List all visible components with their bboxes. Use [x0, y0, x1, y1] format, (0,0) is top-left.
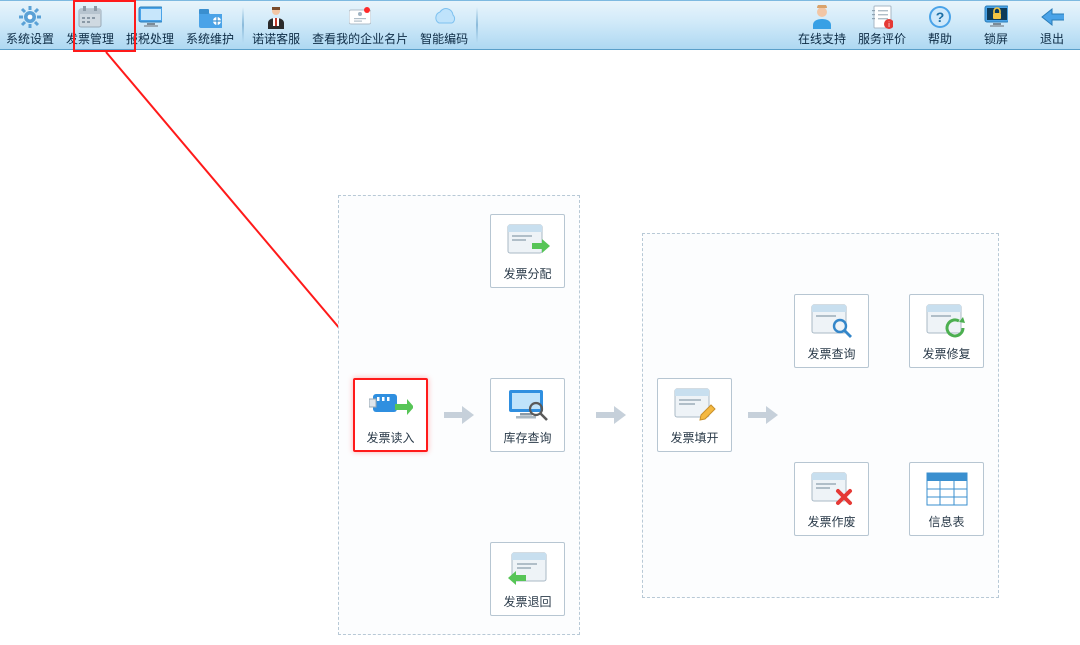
tb-service[interactable]: 诺诺客服	[246, 1, 306, 49]
screen-search-icon	[505, 385, 551, 425]
arrow-icon	[594, 402, 628, 428]
tb-label: 报税处理	[126, 30, 174, 47]
tb-invoice-mgmt[interactable]: 发票管理	[60, 1, 120, 49]
person-icon	[264, 5, 288, 29]
tb-label: 帮助	[928, 30, 952, 47]
node-label: 库存查询	[503, 429, 551, 446]
tb-lock[interactable]: 锁屏	[968, 1, 1024, 49]
node-label: 发票查询	[807, 345, 855, 362]
toolbar-group-2: 在线支持 i 服务评价 ? 帮助 锁屏 退出	[792, 1, 1080, 49]
notebook-icon: i	[870, 5, 894, 29]
doc-refresh-icon	[924, 301, 970, 341]
arrow-icon	[746, 402, 780, 428]
tb-exit[interactable]: 退出	[1024, 1, 1080, 49]
tb-rating[interactable]: i 服务评价	[852, 1, 912, 49]
node-label: 发票修复	[922, 345, 970, 362]
toolbar-sep	[242, 5, 244, 45]
idcard-icon	[348, 5, 372, 29]
node-invoice-return[interactable]: 发票退回	[490, 542, 565, 616]
node-invoice-fill[interactable]: 发票填开	[657, 378, 732, 452]
node-stock-query[interactable]: 库存查询	[490, 378, 565, 452]
node-invoice-dist[interactable]: 发票分配	[490, 214, 565, 288]
panel-right-col-b: 发票修复 信息表	[909, 294, 984, 536]
calendar-icon	[78, 5, 102, 29]
doc-arrow-icon	[505, 221, 551, 261]
svg-text:?: ?	[936, 9, 945, 25]
panel-left-entry-col: 发票读入	[353, 378, 428, 452]
flow-area: 发票读入 发票分配 库存查询 发票退	[338, 195, 999, 635]
toolbar-group-1: 诺诺客服 查看我的企业名片 智能编码	[246, 1, 474, 49]
user-icon	[810, 5, 834, 29]
tb-label: 锁屏	[984, 30, 1008, 47]
panel-right: 发票填开 发票查询 发票作废	[642, 233, 999, 598]
tb-help[interactable]: ? 帮助	[912, 1, 968, 49]
usb-icon	[368, 385, 414, 425]
tb-label: 发票管理	[66, 30, 114, 47]
toolbar: 系统设置 发票管理 报税处理 系统维护 诺诺客服	[0, 0, 1080, 50]
panel-left-mid-col: 发票分配 库存查询 发票退回	[490, 214, 565, 616]
table-icon	[924, 469, 970, 509]
tb-maintain[interactable]: 系统维护	[180, 1, 240, 49]
tb-tax[interactable]: 报税处理	[120, 1, 180, 49]
node-info-table[interactable]: 信息表	[909, 462, 984, 536]
panel-left: 发票读入 发票分配 库存查询 发票退	[338, 195, 580, 635]
tb-label: 诺诺客服	[252, 30, 300, 47]
node-label: 信息表	[928, 513, 964, 530]
doc-x-icon	[809, 469, 855, 509]
tb-label: 退出	[1040, 30, 1064, 47]
doc-edit-icon	[672, 385, 718, 425]
tb-label: 系统设置	[6, 30, 54, 47]
doc-search-icon	[809, 301, 855, 341]
node-label: 发票读入	[366, 429, 414, 446]
node-invoice-repair[interactable]: 发票修复	[909, 294, 984, 368]
node-label: 发票填开	[670, 429, 718, 446]
node-label: 发票作废	[807, 513, 855, 530]
node-invoice-query[interactable]: 发票查询	[794, 294, 869, 368]
toolbar-sep	[476, 5, 478, 45]
help-icon: ?	[928, 5, 952, 29]
tb-system-settings[interactable]: 系统设置	[0, 1, 60, 49]
panel-right-entry-col: 发票填开	[657, 378, 732, 452]
tb-label: 在线支持	[798, 30, 846, 47]
tb-label: 系统维护	[186, 30, 234, 47]
panel-right-col-a: 发票查询 发票作废	[794, 294, 869, 536]
monitor-icon	[138, 5, 162, 29]
lockscreen-icon	[984, 5, 1008, 29]
gear-icon	[18, 5, 42, 29]
node-invoice-void[interactable]: 发票作废	[794, 462, 869, 536]
tb-card[interactable]: 查看我的企业名片	[306, 1, 414, 49]
folder-icon	[198, 5, 222, 29]
tb-smartcode[interactable]: 智能编码	[414, 1, 474, 49]
cloud-icon	[432, 5, 456, 29]
tb-label: 服务评价	[858, 30, 906, 47]
node-label: 发票分配	[503, 265, 551, 282]
node-invoice-read[interactable]: 发票读入	[353, 378, 428, 452]
tb-label: 智能编码	[420, 30, 468, 47]
tb-label: 查看我的企业名片	[312, 30, 408, 47]
arrow-icon	[442, 402, 476, 428]
node-label: 发票退回	[503, 593, 551, 610]
toolbar-group-0: 系统设置 发票管理 报税处理 系统维护	[0, 1, 240, 49]
tb-support[interactable]: 在线支持	[792, 1, 852, 49]
back-icon	[1040, 5, 1064, 29]
doc-back-icon	[505, 549, 551, 589]
